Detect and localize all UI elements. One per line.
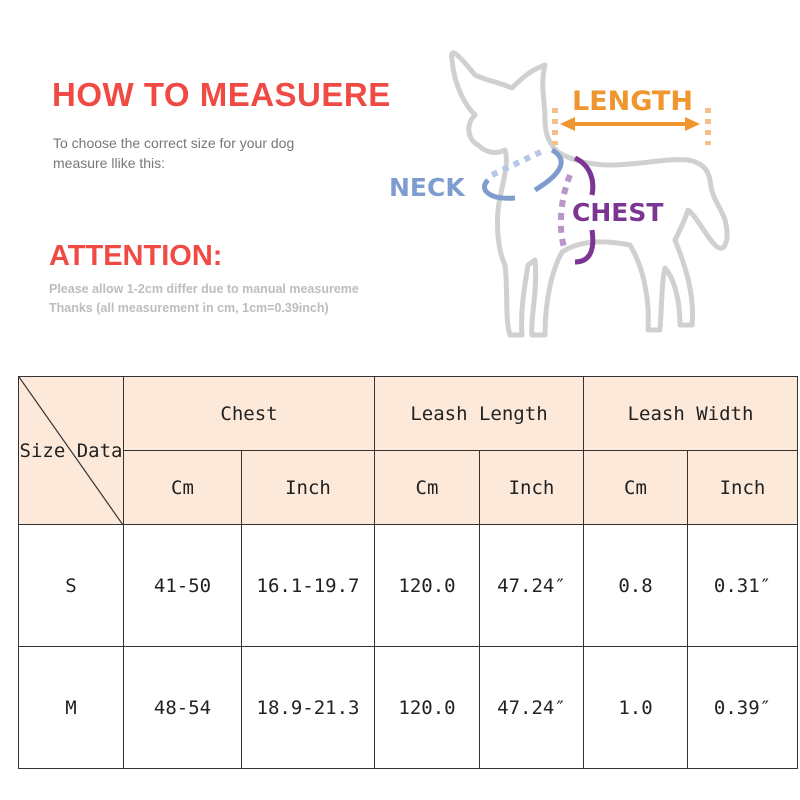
value-cell: 41-50: [123, 524, 242, 647]
neck-arrow-2: [482, 178, 516, 201]
value-cell: 48-54: [123, 646, 242, 769]
neck-dashed-line: [490, 147, 547, 178]
length-arrow-head-right: [685, 117, 700, 131]
dog-outline: [449, 50, 730, 338]
group-header-leash-width: Leash Width: [583, 376, 798, 451]
value-cell: 0.31″: [687, 524, 798, 647]
note-line-2: Thanks (all measurement in cm, 1cm=0.39i…: [49, 301, 329, 315]
unit-header: Cm: [123, 450, 242, 525]
value-cell: 16.1-19.7: [241, 524, 375, 647]
attention-heading: ATTENTION:: [49, 240, 223, 272]
length-arrow-head-left: [560, 117, 575, 131]
neck-label: NECK: [389, 173, 465, 202]
value-cell: 0.39″: [687, 646, 798, 769]
intro-line-1: To choose the correct size for your dog: [53, 135, 295, 151]
chest-label: CHEST: [572, 198, 664, 227]
group-header-leash-length: Leash Length: [374, 376, 584, 451]
chest-dashed-line: [557, 173, 573, 251]
value-cell: 120.0: [374, 646, 480, 769]
corner-data-label: Data: [76, 439, 123, 462]
group-header-chest: Chest: [123, 376, 375, 451]
length-label: LENGTH: [572, 86, 693, 117]
unit-header: Inch: [241, 450, 375, 525]
chest-arrow-top: [573, 155, 596, 196]
value-cell: 1.0: [583, 646, 688, 769]
size-cell: S: [18, 524, 124, 647]
unit-header: Cm: [583, 450, 688, 525]
size-cell: M: [18, 646, 124, 769]
value-cell: 0.8: [583, 524, 688, 647]
note-line-1: Please allow 1-2cm differ due to manual …: [49, 282, 359, 296]
value-cell: 47.24″: [479, 646, 584, 769]
dog-measurement-diagram: [449, 50, 730, 338]
page-title: HOW TO MEASUERE: [52, 76, 391, 113]
unit-header: Inch: [687, 450, 798, 525]
intro-text: To choose the correct size for your dog …: [53, 133, 353, 173]
value-cell: 47.24″: [479, 524, 584, 647]
attention-note: Please allow 1-2cm differ due to manual …: [49, 280, 409, 318]
diagonal-divider: [19, 377, 123, 525]
unit-header: Cm: [374, 450, 480, 525]
corner-size-label: Size: [19, 439, 66, 462]
size-chart-table: Size Data Chest Leash Length Leash Width…: [18, 376, 798, 769]
intro-line-2: measure llike this:: [53, 155, 166, 171]
table-row: S 41-50 16.1-19.7 120.0 47.24″ 0.8 0.31″: [18, 524, 798, 647]
corner-header: Size Data: [18, 376, 124, 525]
chest-arrow-bottom: [574, 229, 596, 265]
value-cell: 120.0: [374, 524, 480, 647]
unit-header: Inch: [479, 450, 584, 525]
neck-arrow: [533, 147, 564, 193]
table-row: M 48-54 18.9-21.3 120.0 47.24″ 1.0 0.39″: [18, 646, 798, 769]
value-cell: 18.9-21.3: [241, 646, 375, 769]
